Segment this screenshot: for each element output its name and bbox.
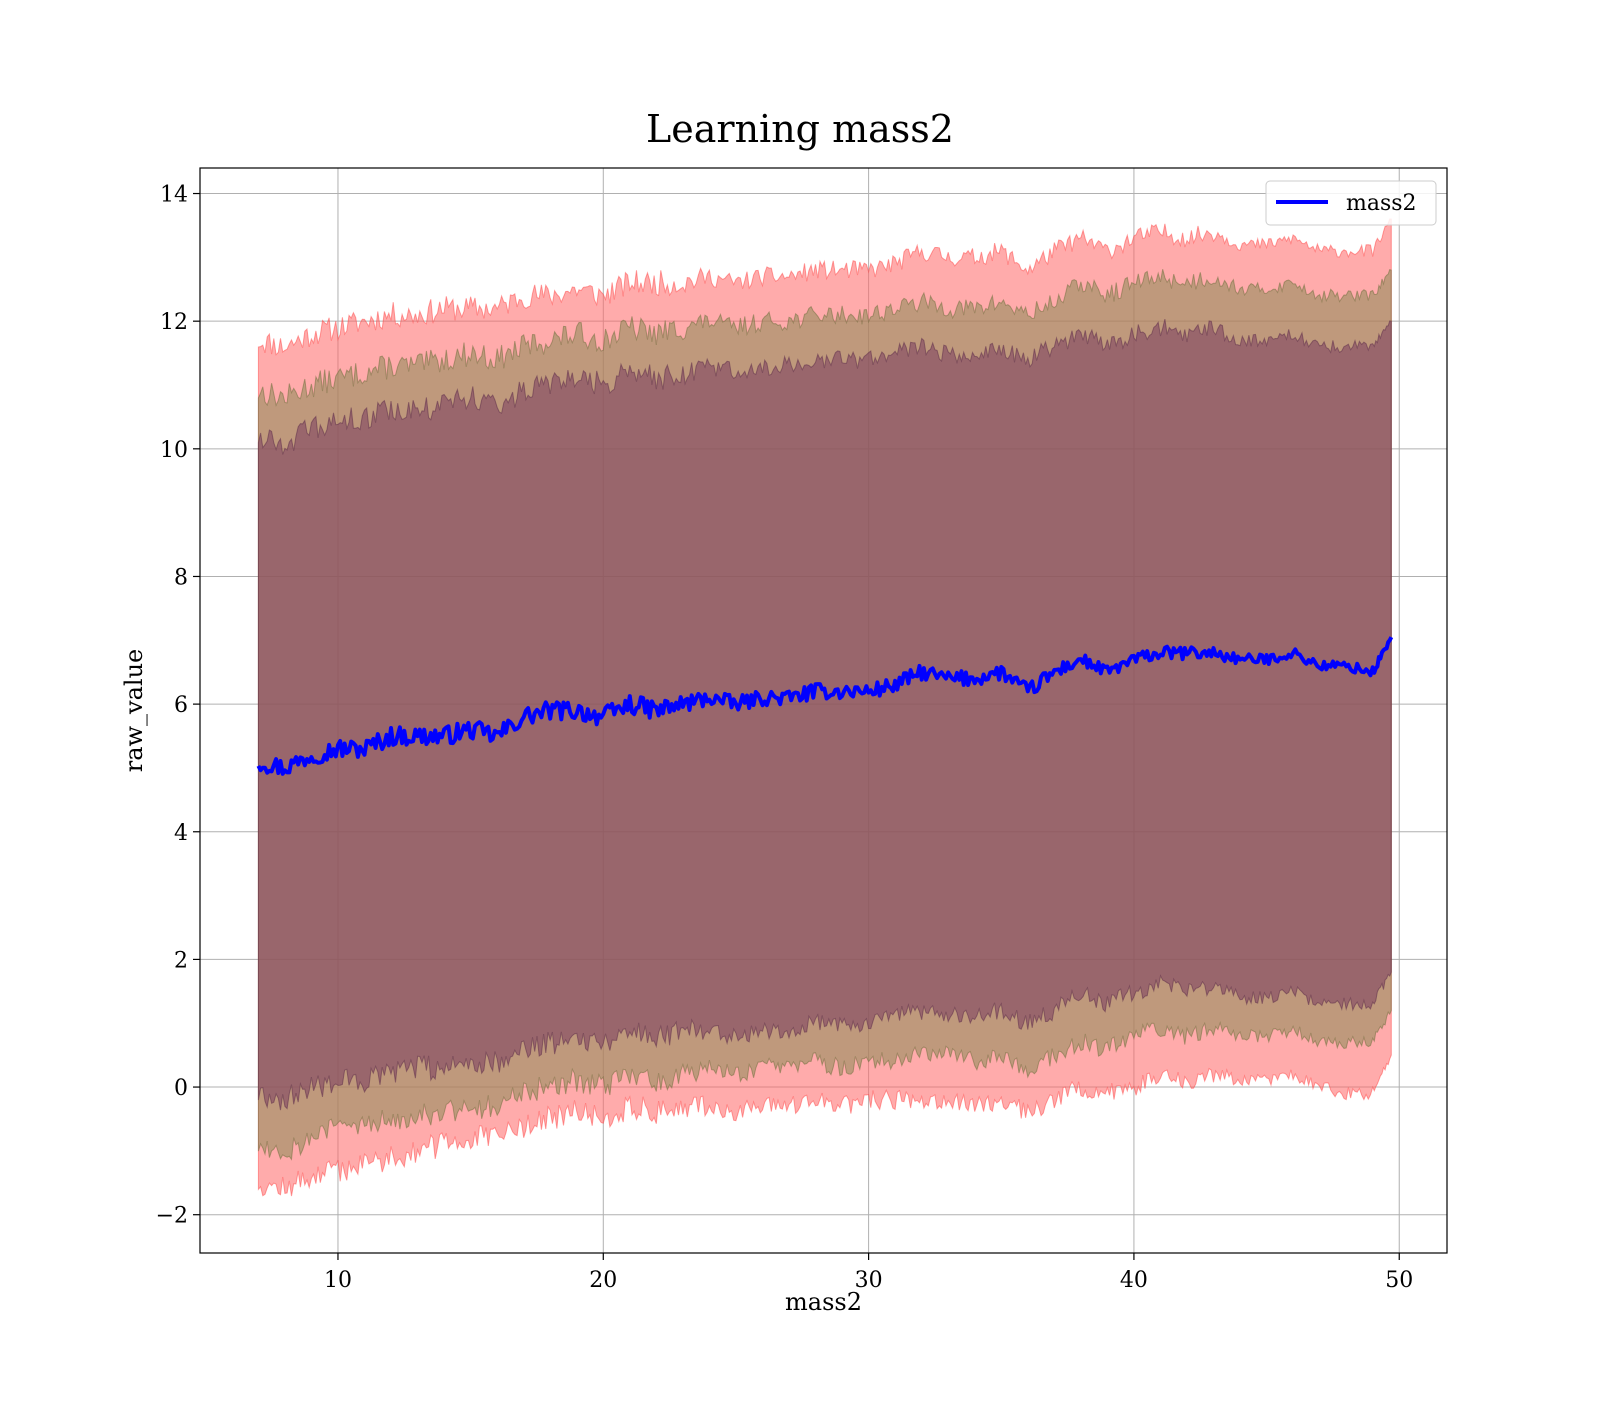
y-tick-label: 6 [174, 693, 188, 718]
y-tick-label: 8 [174, 565, 188, 590]
y-tick-label: 10 [160, 438, 188, 463]
band-inner-area [257, 318, 1392, 1111]
x-tick-label: 50 [1385, 1268, 1413, 1293]
x-tick-label: 10 [324, 1268, 352, 1293]
y-tick-label: −2 [156, 1204, 188, 1229]
x-axis-ticks: 10 20 30 40 50 [324, 1253, 1413, 1293]
line-layer [256, 636, 1394, 776]
y-tick-label: 12 [160, 310, 188, 335]
y-tick-label: 0 [174, 1076, 188, 1101]
legend-box [1265, 180, 1437, 226]
y-axis-ticks: −2 0 2 4 6 8 10 12 14 [156, 183, 200, 1229]
y-axis-label: raw_value [120, 649, 148, 773]
plot-frame [199, 167, 1448, 1254]
x-tick-label: 40 [1120, 1268, 1148, 1293]
y-tick-label: 2 [174, 948, 188, 973]
band-layer [257, 218, 1392, 1197]
legend: mass2 [1265, 180, 1437, 226]
legend-label-mass2: mass2 [1346, 191, 1417, 216]
series-line-mass2 [256, 636, 1394, 776]
x-tick-label: 20 [589, 1268, 617, 1293]
x-axis-label: mass2 [785, 1288, 862, 1316]
x-tick-label: 30 [855, 1268, 883, 1293]
y-tick-label: 14 [160, 183, 188, 208]
y-tick-label: 4 [174, 821, 188, 846]
chart-title: Learning mass2 [646, 107, 954, 151]
